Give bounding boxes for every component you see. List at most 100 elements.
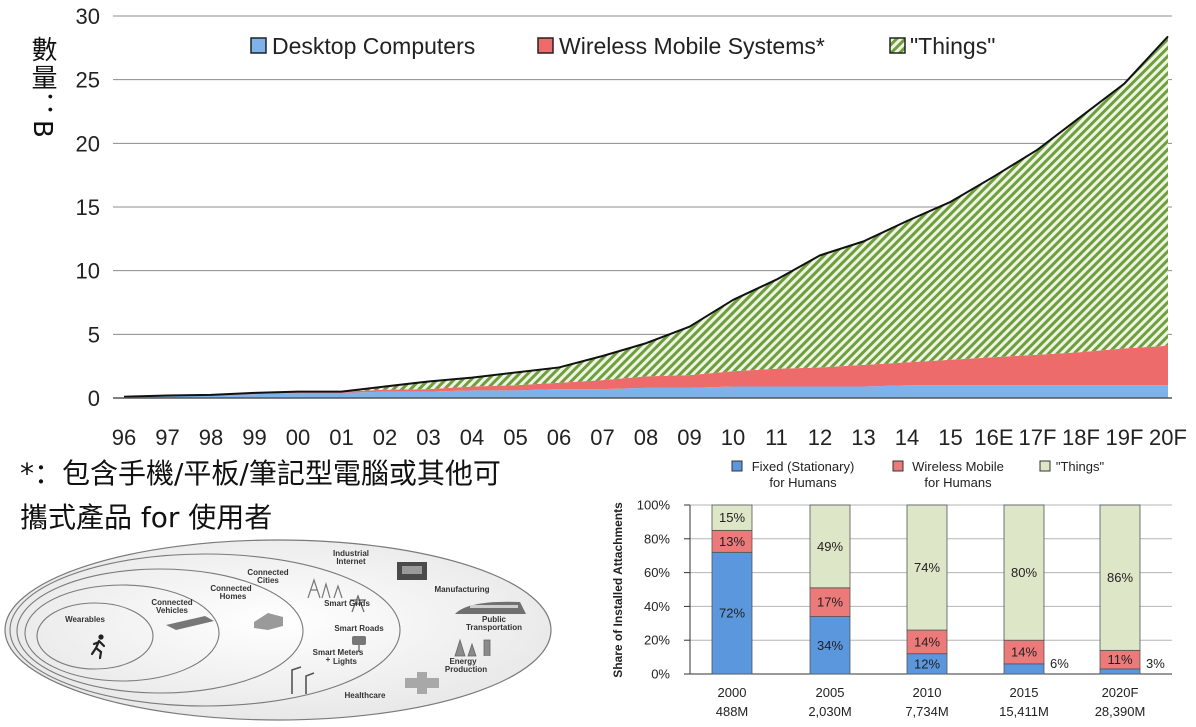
power-tower-icon <box>350 594 366 613</box>
bar-x-tick-label: 2010 <box>913 685 942 700</box>
label-connected-homes-line2: Homes <box>220 592 247 601</box>
train-icon <box>455 601 526 614</box>
label-industrial-internet-line2: Internet <box>336 557 366 566</box>
area-things <box>124 36 1168 397</box>
label-manufacturing: Manufacturing <box>434 585 489 594</box>
bar-y-axis-title: Share of Installed Attachments <box>611 502 625 678</box>
label-healthcare: Healthcare <box>345 691 386 700</box>
data-label: 11% <box>1107 652 1132 667</box>
area-x-tick-label: 13 <box>851 425 875 450</box>
label-energy-production-line2: Production <box>445 665 487 674</box>
bar-x-sublabel: 2,030M <box>808 704 851 719</box>
area-y-tick-label: 15 <box>76 195 100 220</box>
area-x-tick-label: 09 <box>677 425 701 450</box>
area-x-tick-label: 00 <box>286 425 310 450</box>
area-x-tick-label: 14 <box>895 425 919 450</box>
area-x-tick-label: 19F <box>1106 425 1144 450</box>
label-smart-grids: Smart Grids <box>324 599 370 608</box>
bar-legend-label: Wireless Mobile <box>912 459 1004 474</box>
car-icon <box>166 616 214 630</box>
bar-legend-swatch <box>731 460 743 472</box>
bar-y-tick-label: 20% <box>644 633 670 648</box>
data-label: 72% <box>719 606 745 621</box>
bar-chart: Share of Installed Attachments 0% 20% 40% 6… <box>611 459 1172 719</box>
bar-stack-2005: 34% 17% 49% <box>809 504 851 675</box>
bar-segment-things <box>906 504 948 631</box>
bar-x-tick-label: 2000 <box>718 685 747 700</box>
footnote-line-2: 攜式產品 for 使用者 <box>20 501 273 534</box>
legend-label-desktop-computers: Desktop Computers <box>272 33 475 59</box>
data-label: 86% <box>1107 570 1133 585</box>
area-x-tick-label: 02 <box>373 425 397 450</box>
area-y-axis-title: 數量：B <box>27 36 57 140</box>
bar-segment-fixed-stationary-for-humans <box>1099 668 1141 675</box>
area-x-tick-label: 15 <box>938 425 962 450</box>
area-desktop-computers <box>124 385 1168 398</box>
area-x-tick-label: 04 <box>460 425 484 450</box>
label-connected-cities-line1: Connected <box>247 568 288 577</box>
area-x-tick-label: 06 <box>547 425 571 450</box>
bar-segment-fixed-stationary-for-humans <box>1003 663 1045 675</box>
area-x-tick-label: 18F <box>1062 425 1100 450</box>
area-y-tick-label: 5 <box>88 322 100 347</box>
bar-y-tick-label: 100% <box>637 498 671 513</box>
ring-fourth <box>9 553 401 707</box>
house-icon <box>254 613 283 630</box>
bar-x-sublabel: 488M <box>716 704 749 719</box>
label-plus: + <box>326 655 331 664</box>
data-label: 12% <box>914 656 940 671</box>
area-legend: Desktop Computers Wireless Mobile System… <box>250 33 995 59</box>
bar-x-tick-label: 2020F <box>1102 685 1139 700</box>
bar-x-sublabel: 15,411M <box>999 704 1049 719</box>
bar-legend-label: for Humans <box>769 475 837 490</box>
street-lamp-icon <box>291 666 315 694</box>
label-public-transportation-line1: Public <box>482 615 507 624</box>
legend-swatch-things <box>889 37 906 54</box>
label-energy-production-line1: Energy <box>449 657 477 666</box>
data-label: 17% <box>817 595 843 610</box>
label-wearables: Wearables <box>65 615 105 624</box>
bar-segment-fixed-stationary-for-humans <box>711 551 753 675</box>
area-x-tick-label: 01 <box>329 425 353 450</box>
ring-second <box>24 584 220 682</box>
area-x-tick-label: 12 <box>808 425 832 450</box>
area-x-tick-label: 05 <box>503 425 527 450</box>
bar-legend-label: "Things" <box>1056 459 1105 474</box>
footnote: *：包含手機/平板/筆記型電腦或其他可 攜式產品 for 使用者 <box>20 452 501 540</box>
data-label: 74% <box>914 560 940 575</box>
bar-segment-things <box>711 504 753 531</box>
city-skyline-icon <box>307 578 343 599</box>
bar-legend-swatch <box>1039 460 1051 472</box>
data-label: 14% <box>1011 645 1037 660</box>
bar-legend-swatch <box>892 460 904 472</box>
bar-y-tick-label: 60% <box>644 565 670 580</box>
area-wireless-mobile-systems <box>124 345 1168 397</box>
bar-x-sublabel: 7,734M <box>905 704 948 719</box>
energy-plant-icon <box>454 638 491 657</box>
runner-icon <box>90 634 106 660</box>
bar-stack-2000: 72% 13% 15% <box>711 504 753 675</box>
bar-legend-label: Fixed (Stationary) <box>752 459 855 474</box>
bar-segment-things <box>809 504 851 589</box>
area-y-tick-label: 25 <box>76 68 100 93</box>
traffic-light-icon <box>352 636 366 652</box>
bar-y-tick-label: 80% <box>644 531 670 546</box>
area-x-tick-label: 96 <box>112 425 136 450</box>
bar-stack-2015: 6% 14% 80% <box>1003 504 1069 675</box>
area-x-tick-label: 10 <box>721 425 745 450</box>
bar-stack-2010: 12% 14% 74% <box>906 504 948 675</box>
label-lights: Lights <box>333 657 358 666</box>
area-x-tick-label: 97 <box>155 425 179 450</box>
area-y-tick-label: 20 <box>76 131 100 156</box>
label-industrial-internet-line1: Industrial <box>333 549 369 558</box>
factory-icon <box>397 562 427 580</box>
legend-swatch-desktop-computers <box>250 37 267 54</box>
bar-stack-2020f: 3% 11% 86% <box>1099 504 1165 675</box>
label-connected-cities-line2: Cities <box>257 576 279 585</box>
legend-label-wireless-mobile-systems: Wireless Mobile Systems* <box>559 33 825 59</box>
ring-outer <box>4 539 552 721</box>
bar-segment-fixed-stationary-for-humans <box>809 616 851 675</box>
